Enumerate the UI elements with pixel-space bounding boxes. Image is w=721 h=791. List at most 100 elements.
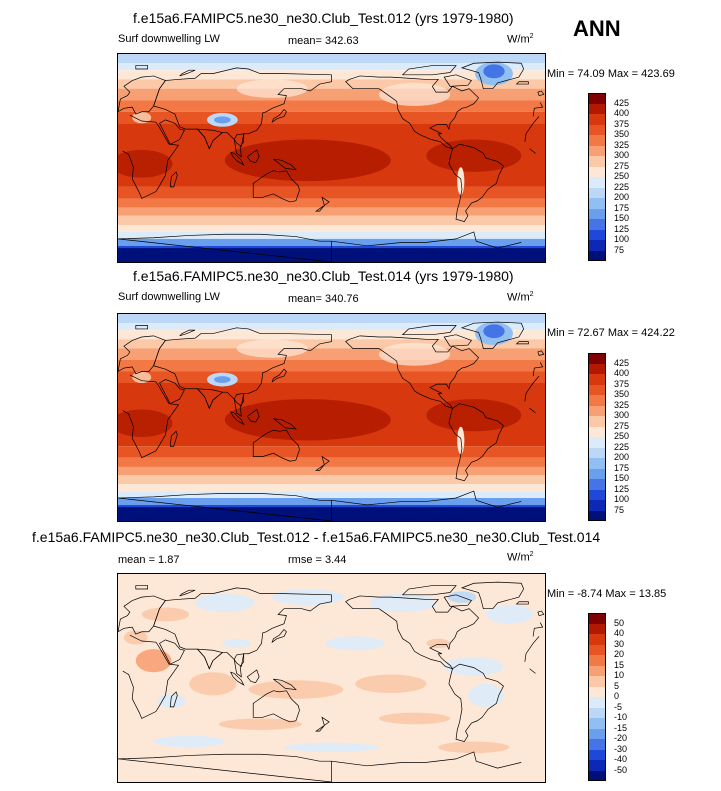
coastline-seasia xyxy=(234,393,243,416)
coastline-newguinea xyxy=(273,419,296,429)
colorbar-swatch xyxy=(588,384,606,395)
colorbar-swatch xyxy=(588,166,606,177)
colorbar-swatch xyxy=(588,198,606,209)
colorbar-swatch xyxy=(588,187,606,198)
field-band xyxy=(118,79,545,89)
field-blob xyxy=(153,735,225,748)
coastline-newzealand xyxy=(316,197,329,211)
colorbar-swatch xyxy=(588,479,606,490)
coastline-uk xyxy=(538,351,544,356)
coastline-greenland xyxy=(462,62,524,89)
field-blob xyxy=(369,593,436,613)
colorbar-tick-label: 100 xyxy=(614,234,630,244)
coastline-newguinea xyxy=(273,159,296,169)
colorbar-tick-label: 175 xyxy=(614,462,630,473)
panel-2-units: W/m2 xyxy=(507,291,534,304)
coastline-madagascar xyxy=(170,692,177,707)
coastline-australia xyxy=(253,430,299,461)
colorbar-swatch xyxy=(588,770,606,781)
field-blob xyxy=(485,605,534,624)
field-band xyxy=(118,100,545,112)
coastline-borneo xyxy=(247,670,259,683)
coastlines xyxy=(118,62,544,262)
panel-3-units: W/m2 xyxy=(507,551,534,564)
panel-3-rmse-label: rmse = 3.44 xyxy=(288,554,347,566)
colorbar-swatch xyxy=(588,219,606,230)
colorbar-tick-label: -5 xyxy=(614,701,623,712)
colorbar-tick-label: 325 xyxy=(614,399,630,410)
colorbar-tick-label: 100 xyxy=(614,494,630,504)
coastline-india xyxy=(197,649,222,669)
coastline-arctic_isl xyxy=(403,326,456,335)
colorbar-tick-label: 150 xyxy=(614,213,630,223)
colorbar-swatch xyxy=(588,613,606,624)
coastline-novaya xyxy=(180,590,195,596)
colorbar-swatch xyxy=(588,229,606,240)
coastline-africa xyxy=(123,115,539,198)
colorbar-swatch xyxy=(588,93,606,104)
colorbar-tick-label: 375 xyxy=(614,378,630,389)
field-band xyxy=(118,491,545,498)
coastline-australia xyxy=(253,691,299,722)
panel-2-minmax: Min = 72.67 Max = 424.22 xyxy=(547,327,675,339)
coastline-seasia xyxy=(234,654,243,677)
coastline-iceland xyxy=(517,342,529,344)
field-band xyxy=(118,88,545,101)
colorbar-tick-label: -30 xyxy=(614,743,628,754)
coastline-japan xyxy=(272,369,286,382)
field-blob xyxy=(355,674,427,694)
colorbar-swatch xyxy=(588,489,606,500)
colorbar-tick-label: 425 xyxy=(614,357,630,368)
coastline-arabia xyxy=(160,120,185,144)
coastline-greenland xyxy=(462,322,524,348)
panel-3-minmax: Min = -8.74 Max = 13.85 xyxy=(547,588,667,600)
colorbar-swatch xyxy=(588,426,606,437)
coastline-arabia xyxy=(160,640,185,664)
coastline-japan xyxy=(272,109,286,122)
coastline-newguinea xyxy=(273,679,296,689)
coastline-antarctica xyxy=(118,752,521,782)
colorbar-swatch xyxy=(588,749,606,760)
colorbar-tick-label: 250 xyxy=(614,171,630,181)
field-blob xyxy=(378,712,451,725)
coastline-uk xyxy=(538,611,544,616)
colorbar-tick-label: 225 xyxy=(614,441,630,452)
coastline-seasia xyxy=(234,134,243,157)
colorbar-tick-label: 225 xyxy=(614,181,630,192)
field-blob xyxy=(214,376,231,383)
panel-1-variable-label: Surf downwelling LW xyxy=(118,33,220,45)
coastline-iceland xyxy=(517,82,529,84)
panel-1-title: f.e15a6.FAMIPC5.ne30_ne30.Club_Test.012 … xyxy=(133,10,514,26)
field-blob xyxy=(483,64,505,79)
colorbar-swatch xyxy=(588,374,606,385)
field-band xyxy=(118,484,545,492)
colorbar-tick-label: -15 xyxy=(614,722,628,733)
colorbar-tick-label: 375 xyxy=(614,118,630,129)
colorbar-tick-label: 75 xyxy=(614,504,625,515)
colorbar-tick-label: 5 xyxy=(614,680,620,691)
colorbar-swatch xyxy=(588,363,606,374)
field-blob xyxy=(426,638,451,648)
coastline-borneo xyxy=(247,409,259,422)
colorbar-swatch xyxy=(588,500,606,511)
field-blob xyxy=(467,683,504,707)
coastline-uk xyxy=(538,91,544,96)
colorbar-swatch xyxy=(588,240,606,251)
coastline-namerica xyxy=(346,336,479,408)
coastlines xyxy=(118,582,544,782)
colorbar-swatch xyxy=(588,405,606,416)
coastline-namerica xyxy=(346,596,479,669)
field-band xyxy=(118,371,545,383)
field-blob xyxy=(378,82,451,106)
coastline-samerica xyxy=(449,664,504,741)
field-blob xyxy=(224,139,391,182)
field-band xyxy=(118,111,545,124)
field-blob xyxy=(141,607,190,622)
colorbar-tick-label: 75 xyxy=(614,244,625,255)
colorbar-tick-label: 300 xyxy=(614,410,630,420)
colorbar-swatch xyxy=(588,665,606,676)
colorbar-swatch xyxy=(588,686,606,697)
panel-2-variable-label: Surf downwelling LW xyxy=(118,291,220,303)
colorbar-swatch xyxy=(588,208,606,219)
colorbar-swatch xyxy=(588,510,606,521)
